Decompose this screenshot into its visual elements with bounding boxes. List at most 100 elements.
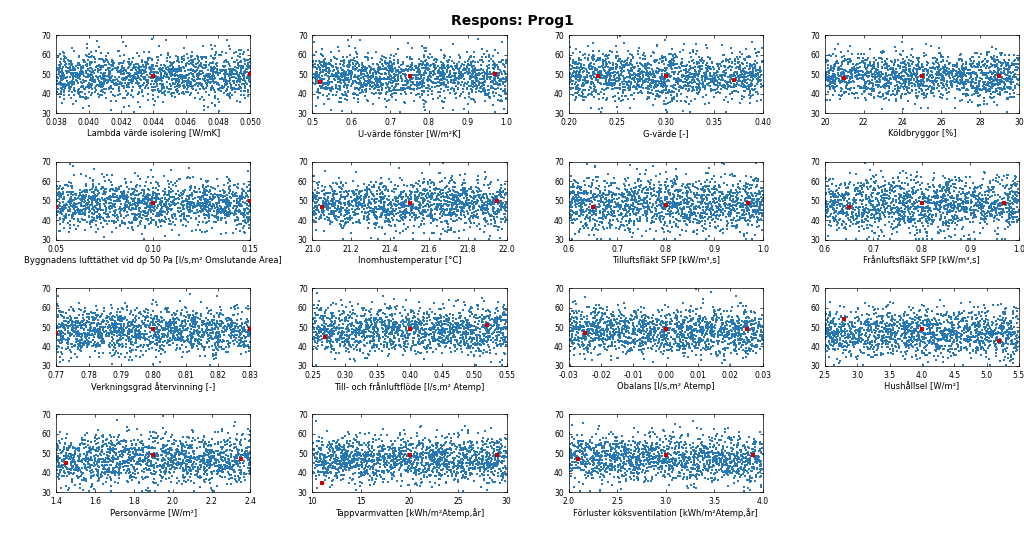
- Point: [633, 87, 649, 96]
- Point: [220, 436, 237, 444]
- Point: [194, 342, 210, 350]
- Point: [731, 434, 748, 443]
- Point: [129, 70, 145, 78]
- Point: [573, 182, 590, 191]
- Point: [993, 316, 1010, 324]
- Point: [928, 343, 944, 351]
- Point: [976, 167, 992, 176]
- Point: [857, 69, 873, 78]
- Point: [697, 329, 714, 338]
- Point: [699, 335, 716, 343]
- Point: [340, 344, 356, 353]
- Point: [89, 192, 105, 201]
- Point: [728, 322, 744, 331]
- Point: [150, 193, 166, 202]
- Point: [695, 327, 712, 336]
- Point: [966, 209, 982, 218]
- Point: [912, 71, 929, 80]
- Point: [859, 217, 876, 225]
- Point: [586, 207, 602, 215]
- Point: [95, 325, 112, 334]
- Point: [884, 203, 900, 212]
- Point: [217, 188, 233, 196]
- Point: [53, 73, 70, 82]
- Point: [329, 459, 345, 468]
- Point: [566, 449, 583, 458]
- Point: [587, 215, 603, 224]
- Point: [742, 459, 759, 468]
- Point: [862, 67, 879, 76]
- Point: [203, 201, 219, 210]
- Point: [946, 336, 963, 345]
- Point: [113, 312, 129, 321]
- Point: [884, 342, 900, 350]
- Point: [429, 82, 445, 90]
- Point: [961, 91, 977, 100]
- Point: [132, 68, 148, 77]
- Point: [398, 466, 415, 475]
- Point: [122, 200, 138, 209]
- Point: [242, 177, 258, 186]
- Point: [896, 323, 912, 332]
- Point: [443, 336, 460, 344]
- Point: [671, 70, 687, 78]
- Point: [72, 338, 88, 347]
- Point: [865, 202, 882, 211]
- Point: [826, 214, 843, 222]
- Point: [945, 331, 962, 340]
- Point: [128, 63, 144, 71]
- Point: [382, 208, 398, 217]
- Point: [92, 328, 109, 337]
- Point: [897, 75, 913, 83]
- Point: [560, 327, 577, 336]
- Point: [868, 65, 885, 73]
- Point: [364, 298, 380, 307]
- Point: [329, 196, 345, 205]
- Point: [150, 325, 166, 334]
- Point: [737, 214, 754, 222]
- Point: [605, 81, 622, 89]
- Point: [226, 322, 243, 330]
- Point: [87, 324, 103, 332]
- Point: [641, 59, 657, 68]
- X-axis label: G-värde [-]: G-värde [-]: [643, 129, 688, 138]
- Point: [186, 327, 203, 336]
- Point: [315, 319, 332, 327]
- Point: [154, 197, 170, 206]
- Point: [136, 467, 153, 476]
- Point: [573, 196, 590, 205]
- Point: [842, 200, 858, 209]
- Point: [911, 211, 928, 219]
- Point: [825, 326, 842, 335]
- Point: [953, 342, 970, 351]
- Point: [687, 70, 703, 79]
- Point: [725, 216, 741, 225]
- Point: [887, 82, 903, 90]
- Point: [569, 329, 586, 337]
- Point: [700, 64, 717, 72]
- Point: [750, 199, 766, 207]
- Point: [196, 106, 212, 115]
- Point: [305, 468, 322, 477]
- Point: [901, 187, 918, 196]
- Point: [417, 343, 433, 352]
- Point: [171, 335, 187, 344]
- Point: [212, 196, 228, 205]
- Point: [611, 205, 628, 214]
- Point: [476, 199, 493, 208]
- Point: [487, 477, 504, 486]
- Point: [954, 184, 971, 193]
- Point: [147, 205, 164, 214]
- Point: [210, 324, 226, 333]
- Point: [396, 209, 413, 218]
- Point: [705, 78, 721, 86]
- Point: [910, 177, 927, 186]
- Point: [144, 438, 161, 447]
- Point: [352, 325, 369, 334]
- Point: [115, 188, 131, 196]
- Point: [333, 178, 349, 187]
- Point: [243, 325, 259, 333]
- Point: [614, 86, 631, 95]
- Point: [570, 192, 587, 201]
- Point: [333, 63, 349, 72]
